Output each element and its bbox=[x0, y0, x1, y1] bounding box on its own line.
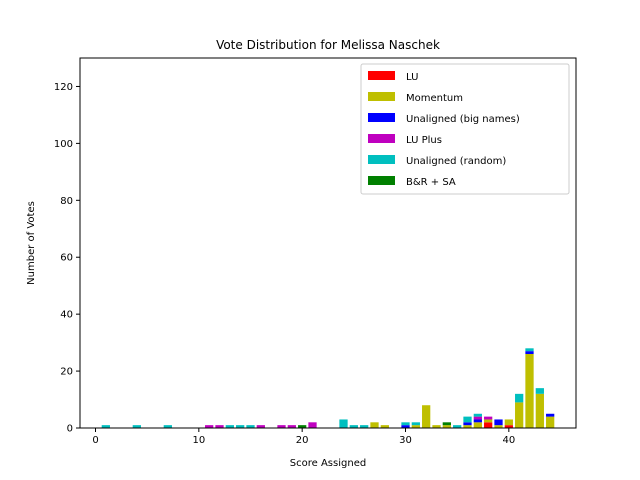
y-tick-label: 40 bbox=[60, 310, 73, 321]
legend-swatch bbox=[368, 176, 395, 185]
bar-segment bbox=[298, 425, 307, 428]
bar-segment bbox=[515, 402, 524, 428]
y-tick-label: 20 bbox=[60, 367, 73, 378]
y-axis-label: Number of Votes bbox=[26, 201, 37, 285]
bar-segment bbox=[308, 422, 317, 428]
chart-title: Vote Distribution for Melissa Naschek bbox=[216, 38, 440, 52]
bar-segment bbox=[504, 425, 513, 428]
y-tick-label: 60 bbox=[60, 253, 73, 264]
x-tick-label: 10 bbox=[192, 435, 205, 446]
bar-segment bbox=[215, 425, 224, 428]
bar-segment bbox=[277, 425, 286, 428]
legend-label: Unaligned (random) bbox=[406, 156, 506, 167]
legend-label: Momentum bbox=[406, 93, 463, 104]
bar-segment bbox=[473, 416, 482, 420]
bar-segment bbox=[411, 425, 420, 428]
bar-segment bbox=[525, 354, 534, 428]
legend-label: LU Plus bbox=[406, 135, 442, 146]
bar-segment bbox=[525, 348, 534, 352]
y-tick-label: 120 bbox=[54, 82, 73, 93]
legend-label: Unaligned (big names) bbox=[406, 114, 520, 125]
bars-group bbox=[101, 348, 555, 428]
bar-segment bbox=[225, 425, 234, 428]
x-tick-label: 0 bbox=[92, 435, 98, 446]
bar-segment bbox=[411, 422, 420, 426]
bar-segment bbox=[401, 425, 410, 428]
y-tick-label: 100 bbox=[54, 139, 73, 150]
bar-segment bbox=[535, 388, 544, 394]
bar-segment bbox=[546, 413, 555, 417]
bar-segment bbox=[473, 419, 482, 423]
legend: LU Momentum Unaligned (big names) LU Plus Un… bbox=[360, 63, 570, 195]
bar-segment bbox=[101, 425, 110, 428]
legend-swatch bbox=[368, 134, 395, 143]
bar-segment bbox=[494, 419, 503, 426]
x-tick-label: 40 bbox=[502, 435, 515, 446]
y-tick-label: 0 bbox=[67, 424, 73, 435]
bar-segment bbox=[246, 425, 255, 428]
legend-swatch bbox=[368, 92, 395, 101]
bar-segment bbox=[453, 425, 462, 428]
bar-segment bbox=[236, 425, 245, 428]
y-tick-label: 80 bbox=[60, 196, 73, 207]
bar-segment bbox=[432, 425, 441, 428]
bar-segment bbox=[463, 416, 472, 423]
bar-segment bbox=[401, 422, 410, 426]
bar-segment bbox=[484, 422, 493, 428]
bar-segment bbox=[525, 351, 534, 354]
bar-segment bbox=[484, 419, 493, 423]
legend-label: LU bbox=[406, 72, 418, 83]
y-axis-ticks: 0 20 40 60 80 100 120 bbox=[54, 82, 80, 435]
plot-frame bbox=[79, 57, 577, 429]
bar-segment bbox=[132, 425, 141, 428]
bar-segment bbox=[380, 425, 389, 428]
bar-segment bbox=[349, 425, 358, 428]
bar-segment bbox=[473, 413, 482, 417]
legend-swatch bbox=[368, 155, 395, 164]
bar-segment bbox=[256, 425, 265, 428]
legend-frame bbox=[360, 63, 570, 195]
bar-segment bbox=[442, 425, 451, 428]
bar-segment bbox=[442, 422, 451, 426]
x-axis-label: Score Assigned bbox=[290, 458, 366, 469]
bar-segment bbox=[205, 425, 214, 428]
bar-segment bbox=[163, 425, 172, 428]
bar-segment bbox=[515, 393, 524, 403]
bar-segment bbox=[339, 419, 348, 428]
x-tick-label: 30 bbox=[399, 435, 412, 446]
bar-segment bbox=[287, 425, 296, 428]
bar-segment bbox=[494, 425, 503, 428]
bar-segment bbox=[422, 405, 431, 428]
bar-segment bbox=[463, 422, 472, 426]
bar-segment bbox=[504, 419, 513, 426]
bar-segment bbox=[473, 422, 482, 428]
bar-segment bbox=[484, 416, 493, 420]
bar-segment bbox=[546, 416, 555, 428]
legend-swatch bbox=[368, 113, 395, 122]
x-tick-label: 20 bbox=[296, 435, 309, 446]
bar-segment bbox=[360, 425, 369, 428]
x-axis-ticks: 0 10 20 30 40 bbox=[92, 428, 515, 446]
bar-segment bbox=[463, 425, 472, 428]
bar-segment bbox=[370, 422, 379, 428]
legend-swatch bbox=[368, 71, 395, 80]
bar-segment bbox=[535, 393, 544, 428]
legend-label: B&R + SA bbox=[406, 177, 456, 188]
